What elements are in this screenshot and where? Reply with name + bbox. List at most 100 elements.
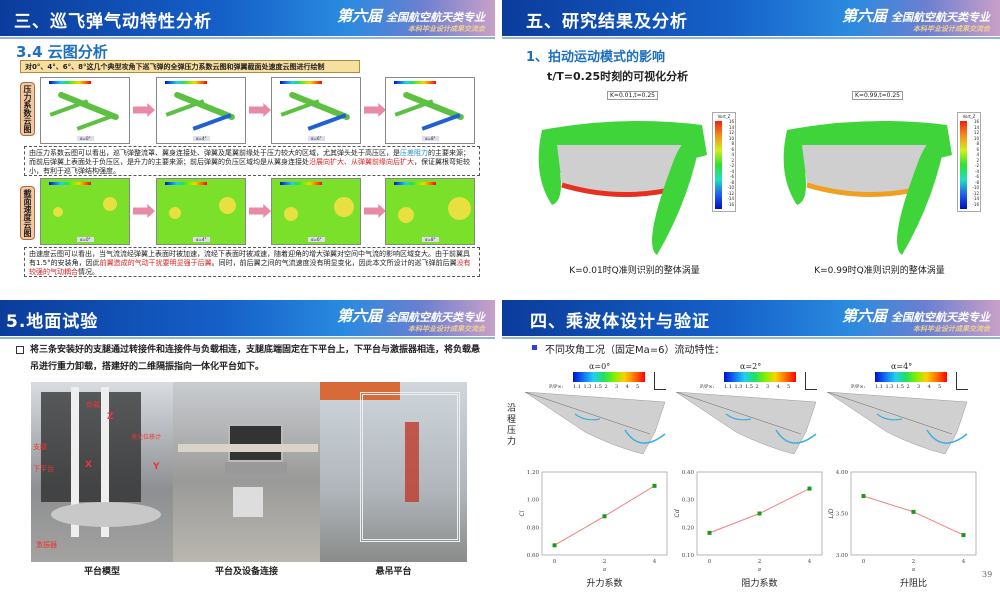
slide-title: 五、研究结果及分析 [526,12,688,32]
y-tick-label: 4.00 [836,470,849,476]
x-axis-label: α [912,567,916,573]
velocity-contour-image: α=8° [385,178,475,245]
vort-z-legend: Vort_Z 16 14 12 10 8 6 4 2 -2 -4 -6 -8 -10 -12 -14 -16 [957,112,981,212]
slide-header: 5.地面试验 第六届 全国航空航天类专业 本科毕业设计成果交流会 [0,300,495,339]
velocity-contour-image: α=6° [271,178,361,245]
pressure-scale-tick: 1.3 [885,384,894,390]
data-point [552,543,557,548]
slide-title: 三、巡飞弹气动特性分析 [14,12,212,32]
data-point [807,486,812,491]
data-point [602,514,607,519]
slide-waverider: 四、乘波体设计与验证 第六届 全国航空航天类专业 本科毕业设计成果交流会 不同攻角工… [502,300,1000,615]
row-label-velocity: 截面速度云图 [20,186,35,240]
y-tick-label: 0.40 [682,470,695,476]
angle-tag: α=8° [422,237,439,242]
y-axis-label: Cd [674,509,681,517]
checkbox-bullet-icon [16,346,24,354]
data-point [861,494,866,499]
angle-tag: α=6° [308,237,325,242]
vortex-caption: K=0.01时Q准则识别的整体涡量 [569,266,700,276]
axis-triad-icon [956,372,968,390]
photo-equipment-connection [173,382,320,562]
vortex-caption: K=0.99时Q准则识别的整体涡量 [814,266,945,276]
axis-triad-icon [654,372,666,390]
slide-header: 四、乘波体设计与验证 第六届 全国航空航天类专业 本科毕业设计成果交流会 [502,300,1000,339]
pressure-scale-tick: 5 [787,384,791,390]
angle-tag: α=0° [77,237,94,242]
plot-frame [850,471,977,556]
pressure-scale-tick: 4 [776,384,780,390]
pressure-scale-tick: 5 [938,384,942,390]
slide-header: 五、研究结果及分析 第六届 全国航空航天类专业 本科毕业设计成果交流会 [502,0,1000,39]
pressure-scale-tick: 2 [906,384,910,390]
arrow-right-icon [133,103,155,117]
y-tick-label: 0.10 [682,553,695,559]
waverider-pressure-image [675,391,821,455]
y-tick-label: 3.00 [836,553,849,559]
pressure-scale-tick: 3 [615,384,619,390]
y-tick-label: 1.20 [527,470,540,476]
arrow-right-icon [133,204,155,218]
pressure-scale-tick: 5 [636,384,640,390]
velocity-contour-image: α=0° [40,178,130,245]
angle-tag: α=0° [77,136,94,141]
data-point [652,483,657,488]
alpha-label: α=4° [891,362,913,371]
caption-platform-model: 平台模型 [83,567,120,577]
slide-ground-test: 5.地面试验 第六届 全国航空航天类专业 本科毕业设计成果交流会 将三条安装好的支腿… [0,300,495,615]
y-tick-label: 0.80 [527,525,540,531]
y-tick-label: 0.20 [682,525,695,531]
photo-platform-model: 负载 支腿 下平台 激光位移计 X Y Z 激振器 [31,382,173,562]
pressure-scale-tick: 1.1 [724,384,732,390]
photo-suspension-platform [320,382,467,562]
y-axis-label: Cl [519,510,526,516]
x-tick-label: 4 [962,559,966,565]
x-tick-label: 2 [758,559,762,565]
chart-caption: 升力系数 [586,577,622,589]
pressure-contour-image: α=4° [156,77,246,144]
x-tick-label: 0 [708,559,712,565]
pressure-scale-tick: 2 [755,384,759,390]
x-tick-label: 0 [862,559,866,565]
slide-header: 三、巡飞弹气动特性分析 第六届 全国航空航天类专业 本科毕业设计成果交流会 [0,0,495,39]
slide-cloud-analysis: 三、巡飞弹气动特性分析 第六届 全国航空航天类专业 本科毕业设计成果交流会 3.4 … [0,0,495,293]
brand-logo: 第六届 全国航空航天类专业 本科毕业设计成果交流会 [336,7,485,33]
y-tick-label: 3.50 [836,512,849,518]
y-tick-label: 1.00 [527,498,540,504]
vortex-image [532,115,707,255]
pressure-colorbar [724,372,796,382]
x-tick-label: 2 [603,559,607,565]
angle-tag: α=4° [193,136,210,141]
arrow-right-icon [364,204,386,218]
angle-tag: α=4° [193,237,210,242]
bullet-text: 将三条安装好的支腿通过转接件和连接件与负载相连，支腿底端固定在下平台上，下平台与… [16,342,481,376]
axis-triad-icon [805,372,817,390]
pressure-scale-tick: 1.1 [875,384,883,390]
chart-caption: 阻力系数 [741,577,777,589]
x-tick-label: 0 [553,559,557,565]
series-line [863,495,964,536]
series-line [709,488,810,534]
pressure-scale-prefix: P/P∞: [549,384,564,390]
y-axis-label: L/D [828,508,835,518]
section-title: 1、拍动运动模式的影响 [526,50,666,65]
plot-frame [696,471,823,556]
pressure-colorbar [875,372,947,382]
bullet-square-icon [532,345,537,350]
pressure-scale-tick: 1.1 [573,384,581,390]
arrow-right-icon [249,204,271,218]
arrow-right-icon [364,103,386,117]
pressure-scale-tick: 4 [927,384,931,390]
alpha-label: α=0° [589,362,611,371]
x-tick-label: 2 [912,559,916,565]
slide-title: 5.地面试验 [6,312,99,332]
x-axis-label: α [758,567,762,573]
caption-equipment: 平台及设备连接 [214,567,278,577]
velocity-analysis-text: 由速度云图可以看出，当气流流经弹翼上表面时被加速，流经下表面时被减速，随着迎角的… [24,247,480,277]
y-tick-label: 0.60 [527,553,540,559]
section-title: 3.4 云图分析 [16,43,108,61]
vortex-image [777,115,952,255]
pressure-analysis-text: 由压力系数云图可以看出，巡飞弹整流罩、翼身连接处、弹翼及尾翼前缘处于压力较大的区… [24,146,480,176]
pressure-scale-tick: 1.5 [896,384,904,390]
pressure-scale-tick: 1.3 [583,384,592,390]
